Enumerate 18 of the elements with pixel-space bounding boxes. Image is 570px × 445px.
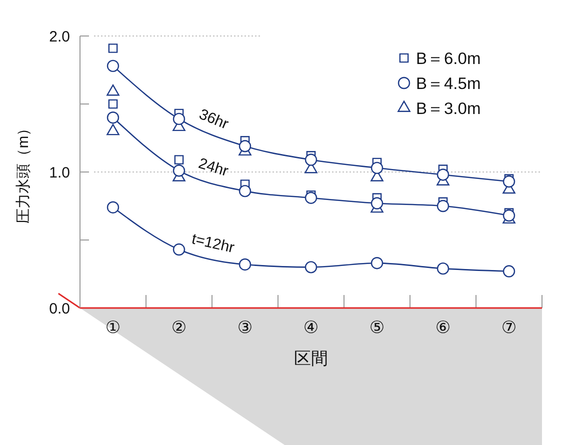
y-axis-title: 圧力水頭（m） — [15, 120, 32, 224]
text: t=12hr — [190, 230, 236, 257]
x-tick-label: ③ — [237, 318, 253, 337]
x-tick-label: ⑤ — [369, 318, 385, 337]
x-tick-label: ④ — [303, 318, 319, 337]
y-tick-label: 1.0 — [49, 164, 70, 182]
y-tick-label: 2.0 — [49, 28, 70, 46]
x-tick-label: ⑥ — [435, 318, 451, 337]
y-tick-label: 0.0 — [49, 300, 70, 318]
x-tick-label: ⑦ — [501, 318, 517, 337]
x-tick-label: ① — [105, 318, 121, 337]
legend-label: B＝3.0m — [416, 100, 481, 118]
legend-label: B＝6.0m — [416, 50, 481, 68]
legend-label: B＝4.5m — [416, 74, 481, 93]
x-tick-label: ② — [171, 318, 187, 337]
text: 36hr — [196, 106, 231, 133]
x-axis-title: 区間 — [294, 348, 328, 368]
text: 24hr — [196, 154, 230, 180]
